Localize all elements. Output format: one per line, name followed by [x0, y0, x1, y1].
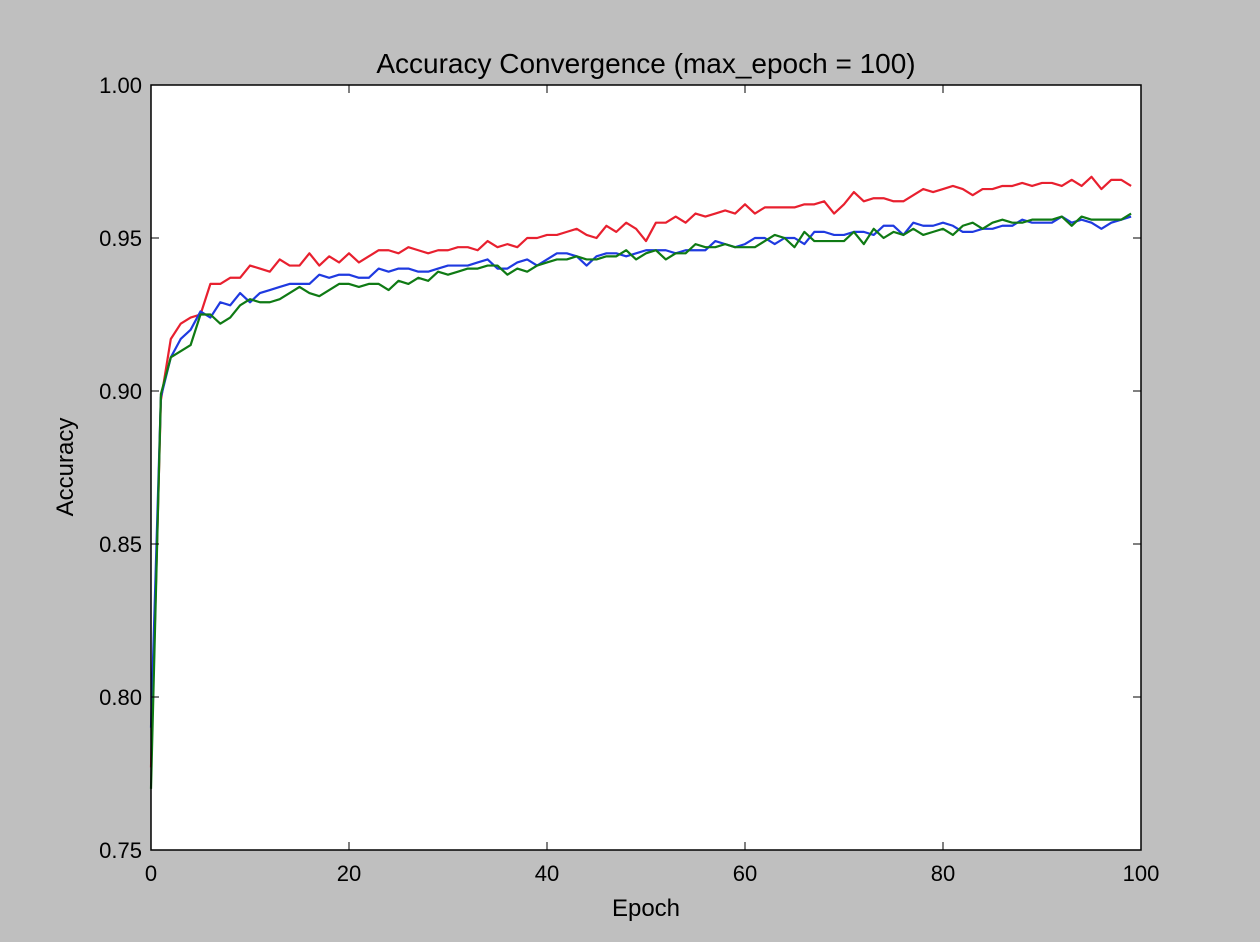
plot-area: [151, 85, 1141, 850]
x-tick-label: 60: [733, 861, 757, 886]
x-tick-label: 40: [535, 861, 559, 886]
y-tick-label: 0.75: [99, 838, 142, 863]
y-tick-label: 0.80: [99, 685, 142, 710]
series-layer: [149, 175, 1132, 789]
plot-frame: [150, 84, 1142, 851]
x-tick-label: 100: [1123, 861, 1160, 886]
y-tick-label: 1.00: [99, 73, 142, 98]
y-tick-label: 0.90: [99, 379, 142, 404]
x-tick-label: 20: [337, 861, 361, 886]
chart-title: Accuracy Convergence (max_epoch = 100): [376, 48, 915, 79]
y-axis-label: Accuracy: [52, 418, 79, 517]
x-tick-label: 0: [145, 861, 157, 886]
series-line-1: [149, 175, 1132, 768]
series-line-2: [149, 215, 1132, 728]
ticks-layer: 0 20 40 60 80 100 0.75 0.80 0.85 0.90 0.95 1.00: [99, 73, 1159, 886]
x-axis-label: Epoch: [612, 895, 680, 922]
series-line-3: [149, 212, 1132, 789]
y-tick-label: 0.95: [99, 226, 142, 251]
x-tick-label: 80: [931, 861, 955, 886]
y-tick-label: 0.85: [99, 532, 142, 557]
